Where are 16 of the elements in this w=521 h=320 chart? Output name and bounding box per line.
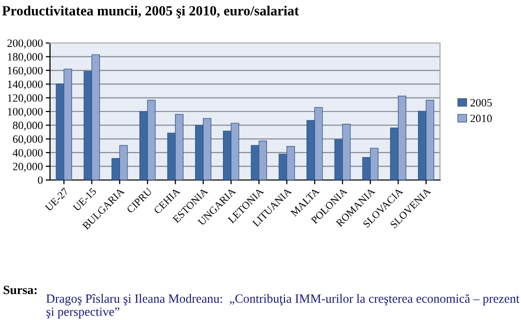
y-tick-label: 80,000 <box>12 122 43 131</box>
legend-label: 2010 <box>470 114 492 122</box>
y-tick-label: 20,000 <box>12 162 43 172</box>
y-tick-label: 100,000 <box>8 108 43 118</box>
y-tick-label: 0 <box>38 176 43 184</box>
y-tick-label: 160,000 <box>8 66 43 76</box>
text: Sursa: <box>4 286 37 294</box>
legend-label: 2005 <box>470 98 492 106</box>
chart-title: Productivitatea muncii, 2005 şi 2010, euro/salariat <box>2 6 299 18</box>
text: Dragoş Pîslaru şi Ileana Modreanu: „Contribuţia IMM-urilor la creşterea economică – prezent şi perspective” <box>46 294 520 318</box>
y-tick-label: 140,000 <box>8 80 43 90</box>
y-tick-label: 200,000 <box>7 39 43 49</box>
y-tick-label: 60,000 <box>12 135 43 144</box>
y-tick-label: 120,000 <box>8 94 43 104</box>
y-tick-label: 180,000 <box>8 53 43 62</box>
y-tick-label: 40,000 <box>12 149 43 158</box>
